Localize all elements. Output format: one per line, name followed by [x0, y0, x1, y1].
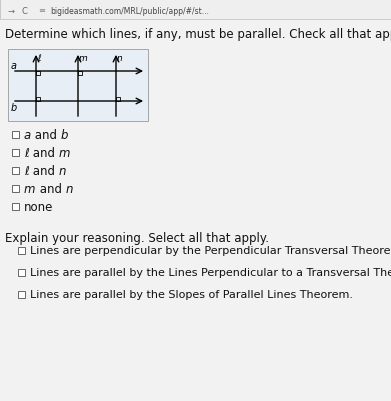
Text: Determine which lines, if any, must be parallel. Check all that apply.: Determine which lines, if any, must be p…: [5, 28, 391, 41]
Bar: [12, 203, 19, 211]
Text: and: and: [31, 129, 61, 142]
Bar: [8, 50, 148, 122]
Bar: [12, 168, 19, 174]
Bar: [0, 0, 391, 20]
Text: m: m: [59, 147, 70, 160]
Text: Lines are parallel by the Lines Perpendicular to a Transversal Theorem.: Lines are parallel by the Lines Perpendi…: [30, 268, 391, 278]
Text: Explain your reasoning. Select all that apply.: Explain your reasoning. Select all that …: [5, 231, 269, 244]
Text: ℓ: ℓ: [24, 147, 29, 160]
Bar: [18, 291, 25, 298]
Text: C: C: [22, 6, 28, 16]
Bar: [18, 247, 25, 254]
Bar: [36, 98, 40, 102]
Text: none: none: [24, 200, 54, 213]
Text: Lines are perpendicular by the Perpendicular Transversal Theorem.: Lines are perpendicular by the Perpendic…: [30, 246, 391, 256]
Text: m: m: [24, 182, 36, 196]
Bar: [116, 98, 120, 102]
Bar: [18, 269, 25, 276]
Text: ℓ: ℓ: [37, 54, 41, 63]
Text: n: n: [117, 54, 123, 63]
Text: m: m: [79, 54, 88, 63]
Bar: [12, 150, 19, 157]
Text: b: b: [11, 103, 17, 113]
Text: n: n: [59, 164, 66, 178]
Bar: [12, 186, 19, 192]
Bar: [78, 72, 82, 76]
Text: and: and: [29, 164, 59, 178]
Text: and: and: [36, 182, 65, 196]
Text: b: b: [61, 129, 68, 142]
Text: ≡: ≡: [38, 6, 45, 16]
Text: a: a: [24, 129, 31, 142]
Text: and: and: [29, 147, 59, 160]
Text: bigideasmath.com/MRL/public/app/#/st...: bigideasmath.com/MRL/public/app/#/st...: [50, 6, 209, 16]
Text: Lines are parallel by the Slopes of Parallel Lines Theorem.: Lines are parallel by the Slopes of Para…: [30, 290, 353, 300]
Text: n: n: [65, 182, 73, 196]
Bar: [36, 72, 40, 76]
Text: →: →: [8, 6, 15, 16]
Text: ℓ: ℓ: [24, 164, 29, 178]
Bar: [12, 132, 19, 139]
Text: a: a: [11, 61, 17, 71]
